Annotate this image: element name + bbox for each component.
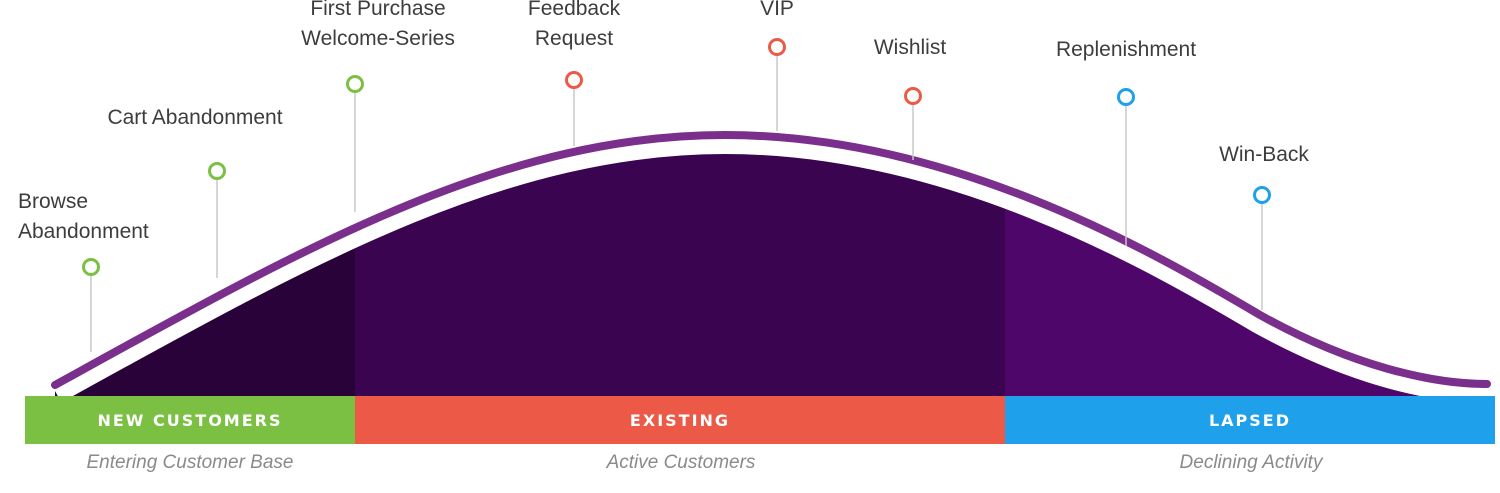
touchpoint-label-feedback: Feedback Request xyxy=(528,0,620,54)
segment-caption-new-customers: Entering Customer Base xyxy=(86,452,294,473)
pin-marker-feedback xyxy=(565,71,583,89)
touchpoint-label-line: Abandonment xyxy=(18,220,149,243)
curve-line xyxy=(51,130,1491,389)
pin-marker-replenishment xyxy=(1117,88,1135,106)
pin-marker-win-back xyxy=(1253,186,1271,204)
touchpoint-label-first-purchase: First Purchase Welcome-Series xyxy=(301,0,455,54)
touchpoint-pins xyxy=(82,38,1271,352)
touchpoint-label-line: Win-Back xyxy=(1219,143,1309,166)
touchpoint-label-line: Wishlist xyxy=(873,36,947,59)
segment-label-lapsed: LAPSED xyxy=(1208,410,1292,430)
touchpoint-label-browse: Browse Abandonment xyxy=(18,187,149,247)
curve-white-gap xyxy=(48,127,1488,403)
touchpoint-label-line: Browse xyxy=(18,190,89,213)
touchpoint-label-win-back: Win-Back xyxy=(1219,140,1309,170)
touchpoint-label-cart: Cart Abandonment xyxy=(107,103,282,133)
touchpoint-label-line: Feedback xyxy=(527,0,621,20)
pin-marker-cart xyxy=(208,162,226,180)
touchpoint-label-wishlist: Wishlist xyxy=(874,33,946,63)
touchpoint-label-replenishment: Replenishment xyxy=(1056,35,1196,65)
segment-caption-lapsed: Declining Activity xyxy=(1179,452,1323,473)
touchpoint-label-line: VIP xyxy=(760,0,794,20)
pin-marker-vip xyxy=(768,38,786,56)
touchpoint-label-line: First Purchase xyxy=(310,0,446,20)
segment-band-lapsed: LAPSED xyxy=(1005,396,1495,444)
pin-marker-first-purchase xyxy=(346,75,364,93)
pin-marker-wishlist xyxy=(904,87,922,105)
touchpoint-label-line: Cart Abandonment xyxy=(107,106,283,129)
touchpoint-label-vip: VIP xyxy=(760,0,794,24)
segment-band-new-customers: NEW CUSTOMERS xyxy=(25,396,355,444)
pin-marker-browse xyxy=(82,258,100,276)
segment-label-new-customers: NEW CUSTOMERS xyxy=(97,410,283,430)
segment-label-existing: EXISTING xyxy=(629,410,731,430)
touchpoint-label-line: Replenishment xyxy=(1055,38,1197,61)
touchpoint-label-line: Request xyxy=(534,27,614,50)
segment-caption-existing: Active Customers xyxy=(606,452,756,473)
touchpoint-label-line: Welcome-Series xyxy=(301,27,455,50)
segment-band-existing: EXISTING xyxy=(355,396,1005,444)
